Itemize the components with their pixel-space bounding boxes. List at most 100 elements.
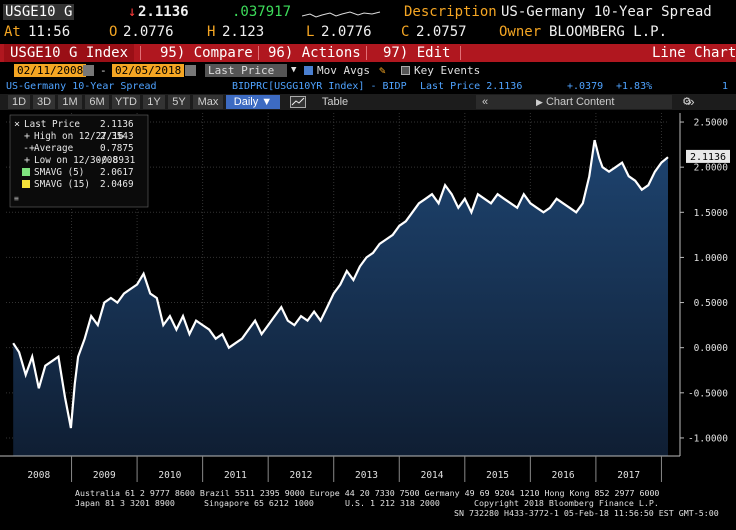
period-1y-button[interactable]: 1Y bbox=[143, 95, 165, 109]
date-range-row: 02/11/2008 - 02/05/2018 Last Price ▼ Mov… bbox=[0, 63, 736, 78]
last-price-marker: 2.1136 bbox=[686, 149, 730, 163]
page-number: 1 bbox=[722, 81, 729, 92]
low-label: L bbox=[306, 24, 315, 40]
x-tick-label: 2009 bbox=[93, 470, 116, 481]
end-date-input[interactable]: 02/05/2018 bbox=[112, 64, 185, 77]
description-label: Description bbox=[404, 4, 497, 20]
table-icon[interactable] bbox=[290, 96, 306, 108]
legend-smavg15-label: SMAVG (15) bbox=[34, 179, 90, 190]
y-tick-label: 0.0000 bbox=[694, 343, 729, 354]
legend-last-price-label: Last Price bbox=[24, 119, 80, 130]
footer-contacts-japan: Japan 81 3 3201 8900 bbox=[75, 498, 175, 508]
y-tick-label: 2.0000 bbox=[694, 163, 729, 174]
footer: Australia 61 2 9777 8600 Brazil 5511 239… bbox=[0, 486, 736, 530]
date-separator: - bbox=[100, 64, 107, 77]
footer-contacts-1: Australia 61 2 9777 8600 Brazil 5511 239… bbox=[75, 488, 660, 498]
toolbar-divider bbox=[258, 46, 259, 60]
quote-line-1: USGE10 G ↓ 2.1136 .037917 Description US… bbox=[0, 4, 736, 24]
toolbar-divider bbox=[460, 46, 461, 60]
price-field-select[interactable]: Last Price bbox=[205, 64, 287, 77]
gear-icon[interactable]: ⚙ bbox=[683, 94, 691, 109]
chart-legend[interactable]: Last Price 2.1136 High on 12/27/16 2.354… bbox=[9, 114, 149, 208]
close-label: C bbox=[401, 24, 410, 40]
actions-button[interactable]: 96) Actions bbox=[268, 45, 361, 61]
y-tick-label: 1.5000 bbox=[694, 208, 729, 219]
last-price: 2.1136 bbox=[138, 4, 189, 20]
legend-low-label: Low on 12/30/08 bbox=[34, 155, 118, 166]
pencil-icon[interactable]: ✎ bbox=[379, 64, 386, 77]
green-square-icon bbox=[22, 168, 30, 176]
table-button[interactable]: Table bbox=[312, 95, 358, 109]
mov-avgs-label: Mov Avgs bbox=[317, 64, 370, 77]
x-axis: 2008 2009 2010 2011 2012 2013 2014 2015 2016 2017 bbox=[0, 455, 680, 482]
double-chevron-right-icon[interactable]: » bbox=[676, 95, 706, 109]
calendar-icon[interactable] bbox=[185, 65, 196, 76]
period-max-button[interactable]: Max bbox=[193, 95, 223, 109]
chart-content-button[interactable]: ▶ Chart Content bbox=[536, 96, 615, 108]
x-tick-label: 2012 bbox=[290, 470, 313, 481]
period-5y-button[interactable]: 5Y bbox=[168, 95, 190, 109]
legend-last-price-value: 2.1136 bbox=[100, 119, 134, 130]
legend-options-icon[interactable]: ≡ bbox=[14, 194, 19, 203]
x-tick-label: 2011 bbox=[224, 470, 247, 481]
legend-low-value: -0.8931 bbox=[96, 155, 135, 166]
series-area bbox=[13, 140, 668, 456]
legend-average-label: Average bbox=[34, 143, 74, 154]
calendar-icon[interactable] bbox=[83, 65, 94, 76]
edit-button[interactable]: 97) Edit bbox=[383, 45, 451, 61]
quote-line-2: At 11:56 O 2.0776 H 2.123 L 2.0776 C 2.0… bbox=[0, 24, 736, 44]
x-tick-label: 2016 bbox=[552, 470, 575, 481]
legend-high-value: 2.3543 bbox=[100, 131, 134, 142]
key-events-label: Key Events bbox=[414, 64, 481, 77]
function-toolbar: USGE10 G Index 95) Compare 96) Actions 9… bbox=[0, 44, 736, 62]
period-3d-button[interactable]: 3D bbox=[33, 95, 55, 109]
at-label: At bbox=[4, 24, 21, 40]
footer-contacts-us: U.S. 1 212 318 2000 bbox=[345, 498, 440, 508]
description-value: US-Germany 10-Year Spread bbox=[501, 4, 712, 20]
toolbar-divider bbox=[140, 46, 141, 60]
period-ytd-button[interactable]: YTD bbox=[112, 95, 140, 109]
open-value: 2.0776 bbox=[123, 24, 174, 40]
mov-avgs-checkbox[interactable] bbox=[304, 66, 313, 75]
dash-marker-icon: -+ bbox=[23, 143, 35, 154]
frequency-select[interactable]: Daily ▼ bbox=[226, 95, 280, 109]
compare-button[interactable]: 95) Compare bbox=[160, 45, 253, 61]
low-value: 2.0776 bbox=[321, 24, 372, 40]
price-chart[interactable]: 2.5000 2.0000 1.5000 1.0000 0.5000 0.0000 -0.5… bbox=[0, 111, 736, 485]
y-tick-label: -0.5000 bbox=[688, 388, 728, 399]
quote-time: 11:56 bbox=[28, 24, 71, 40]
plus-marker-icon: + bbox=[24, 155, 30, 166]
owner-label: Owner bbox=[499, 24, 542, 40]
legend-smavg5-value: 2.0617 bbox=[100, 167, 134, 178]
series-change-pct: +1.83% bbox=[616, 81, 653, 92]
chevron-down-icon[interactable]: ▼ bbox=[291, 65, 297, 75]
high-label: H bbox=[207, 24, 216, 40]
key-events-checkbox[interactable] bbox=[401, 66, 410, 75]
start-date-input[interactable]: 02/11/2008 bbox=[14, 64, 87, 77]
toolbar-divider bbox=[366, 46, 367, 60]
series-last-price: Last Price 2.1136 bbox=[420, 81, 523, 92]
footer-session-info: SN 732280 H433-3772-1 05-Feb-18 11:56:50… bbox=[454, 508, 719, 518]
legend-high-label: High on 12/27/16 bbox=[34, 131, 124, 142]
period-1d-button[interactable]: 1D bbox=[8, 95, 30, 109]
period-6m-button[interactable]: 6M bbox=[85, 95, 109, 109]
series-name: US-Germany 10-Year Spread bbox=[6, 81, 157, 92]
x-marker-icon: × bbox=[14, 119, 20, 130]
y-tick-label: 1.0000 bbox=[694, 253, 729, 264]
yellow-square-icon bbox=[22, 180, 30, 188]
index-label[interactable]: USGE10 G Index bbox=[4, 44, 135, 62]
series-info-row: US-Germany 10-Year Spread BIDPRC[USGG10Y… bbox=[0, 80, 736, 93]
chart-content-bar[interactable]: « ▶ Chart Content bbox=[476, 95, 672, 109]
plus-marker-icon: + bbox=[24, 131, 30, 142]
period-1m-button[interactable]: 1M bbox=[58, 95, 82, 109]
legend-smavg15-value: 2.0469 bbox=[100, 179, 134, 190]
y-tick-label: 2.5000 bbox=[694, 118, 729, 129]
ticker-field[interactable]: USGE10 G bbox=[3, 4, 75, 20]
period-selector-row: 1D 3D 1M 6M YTD 1Y 5Y Max Daily ▼ Table … bbox=[0, 94, 736, 110]
net-change: .037917 bbox=[232, 4, 292, 20]
footer-contacts-singapore: Singapore 65 6212 1000 bbox=[204, 498, 314, 508]
chevron-right-icon: ▶ bbox=[536, 97, 543, 107]
double-chevron-left-icon[interactable]: « bbox=[482, 96, 489, 108]
y-tick-label: -1.0000 bbox=[688, 433, 728, 444]
x-tick-label: 2008 bbox=[27, 470, 50, 481]
